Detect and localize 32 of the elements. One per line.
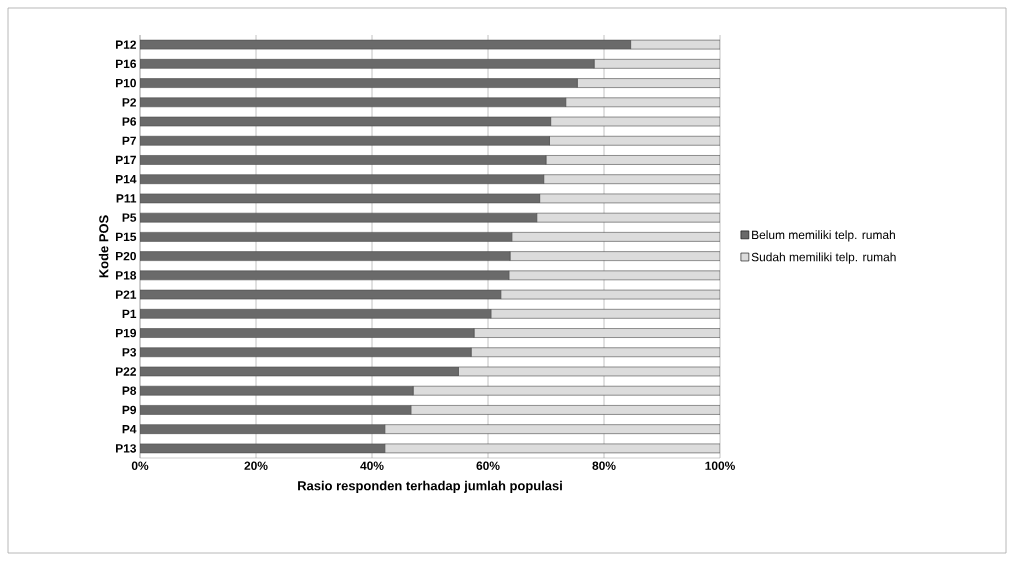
- y-tick-label: P2: [122, 98, 136, 107]
- legend-label: Belum memiliki telp. rumah: [752, 230, 895, 242]
- y-tick-label: P15: [116, 232, 137, 242]
- x-tick-label: 0%: [131, 461, 149, 470]
- y-tick-label: P20: [116, 251, 136, 261]
- y-tick-label: P18: [116, 271, 137, 280]
- x-tick-label: 60%: [476, 461, 500, 470]
- y-tick-label: P22: [116, 367, 136, 376]
- y-tick-label: P8: [122, 386, 137, 395]
- x-tick-label: 40%: [360, 461, 384, 470]
- y-tick-label: P6: [122, 117, 137, 126]
- y-tick-label: P11: [116, 194, 137, 203]
- y-tick-label: P5: [122, 213, 137, 222]
- y-tick-label: P21: [116, 290, 137, 299]
- legend-label: Sudah memiliki telp. rumah: [751, 252, 896, 264]
- x-axis-title: Rasio responden terhadap jumlah populasi: [298, 480, 562, 493]
- y-tick-label: P10: [116, 78, 136, 88]
- y-tick-label: P9: [122, 405, 137, 415]
- x-tick-label: 80%: [592, 461, 616, 470]
- y-tick-label: P3: [122, 348, 137, 357]
- y-tick-label: P1: [122, 309, 137, 318]
- x-tick-label: 100%: [705, 461, 735, 470]
- y-tick-label: P19: [116, 328, 137, 338]
- y-tick-label: P16: [116, 59, 137, 69]
- y-tick-label: P7: [122, 136, 136, 145]
- y-tick-label: P12: [116, 40, 136, 49]
- y-tick-label: P14: [116, 175, 137, 184]
- y-tick-label: P13: [116, 444, 137, 453]
- x-tick-label: 20%: [244, 461, 268, 470]
- y-tick-label: P4: [122, 425, 137, 434]
- y-axis-title: Kode POS: [98, 215, 109, 278]
- y-tick-label: P17: [116, 155, 136, 165]
